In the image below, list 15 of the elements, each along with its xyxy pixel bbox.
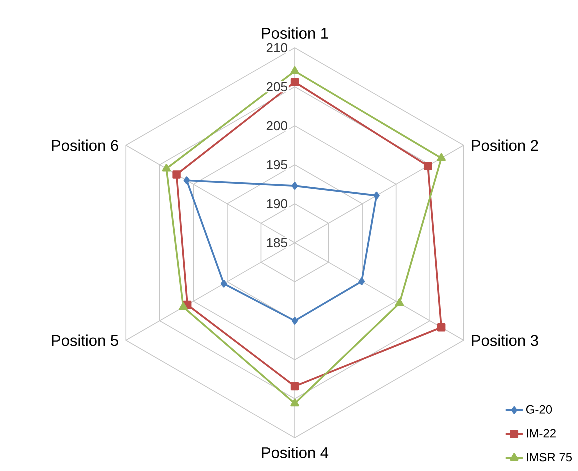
- legend-label: IM-22: [526, 429, 556, 438]
- y-tick-label: 195: [267, 160, 288, 170]
- y-tick-label: 210: [266, 43, 288, 53]
- spoke-label: Position 1: [262, 28, 328, 39]
- spoke-label: Position 5: [52, 334, 118, 346]
- spoke-label: Position 6: [52, 140, 118, 152]
- spoke-label: Position 2: [472, 140, 538, 152]
- y-tick-label: 190: [267, 199, 288, 209]
- y-tick-label: 185: [267, 238, 288, 248]
- legend-label: IMSR 75: [526, 453, 572, 462]
- y-tick-label: 200: [266, 121, 288, 131]
- y-tick-label: 205: [266, 82, 288, 92]
- legend-label: G-20: [526, 405, 552, 414]
- spoke-label: Position 4: [262, 447, 329, 458]
- spoke-label: Position 3: [472, 334, 538, 346]
